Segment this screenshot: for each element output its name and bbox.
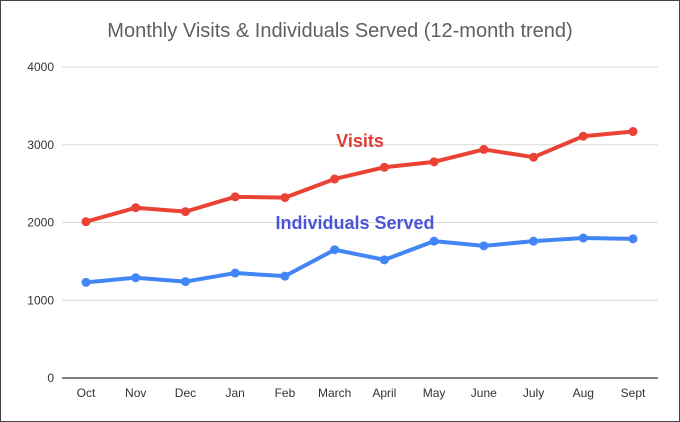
data-point — [529, 152, 539, 162]
data-point — [230, 268, 240, 278]
data-point — [131, 273, 141, 283]
data-point — [379, 162, 389, 172]
data-point — [628, 234, 638, 244]
data-point — [280, 271, 290, 281]
data-point — [131, 203, 141, 213]
series-1 — [81, 233, 638, 287]
y-tick-label: 3000 — [27, 138, 54, 152]
y-tick-label: 1000 — [27, 293, 54, 307]
data-point — [180, 207, 190, 217]
data-point — [628, 127, 638, 137]
x-tick-label: Nov — [125, 386, 146, 400]
data-point — [330, 245, 340, 255]
x-tick-label: Jan — [226, 386, 245, 400]
data-point — [280, 193, 290, 203]
series-lines — [81, 127, 638, 287]
x-axis-ticks: Oct Nov Dec Jan Feb March April May June July Aug S… — [77, 386, 646, 400]
data-point — [379, 255, 389, 265]
y-tick-label: 2000 — [27, 216, 54, 230]
chart-title: Monthly Visits & Individuals Served (12-… — [107, 20, 573, 42]
y-axis-ticks: 0 1000 2000 3000 4000 — [27, 60, 54, 385]
x-tick-label: July — [523, 386, 544, 400]
data-point — [479, 144, 489, 154]
series-labels: Visits Individuals Served — [275, 131, 434, 233]
x-tick-label: June — [471, 386, 497, 400]
x-tick-label: March — [318, 386, 351, 400]
series-0 — [81, 127, 638, 227]
series-line — [84, 129, 635, 224]
series-line — [84, 236, 635, 285]
x-tick-label: May — [423, 386, 446, 400]
x-tick-label: Sept — [621, 386, 646, 400]
data-point — [479, 241, 489, 251]
x-tick-label: Oct — [77, 386, 96, 400]
data-point — [81, 217, 91, 227]
data-point — [180, 277, 190, 287]
x-tick-label: Aug — [573, 386, 594, 400]
y-tick-label: 0 — [47, 371, 54, 385]
data-point — [330, 174, 340, 184]
x-tick-label: Feb — [275, 386, 296, 400]
y-tick-label: 4000 — [27, 60, 54, 74]
series-label: Individuals Served — [275, 213, 434, 233]
data-point — [578, 233, 588, 243]
data-point — [230, 192, 240, 202]
x-tick-label: Dec — [175, 386, 196, 400]
data-point — [81, 277, 91, 287]
x-tick-label: April — [372, 386, 396, 400]
data-point — [429, 236, 439, 246]
data-point — [529, 236, 539, 246]
series-label: Visits — [336, 131, 384, 151]
data-point — [429, 157, 439, 167]
data-point — [578, 131, 588, 141]
